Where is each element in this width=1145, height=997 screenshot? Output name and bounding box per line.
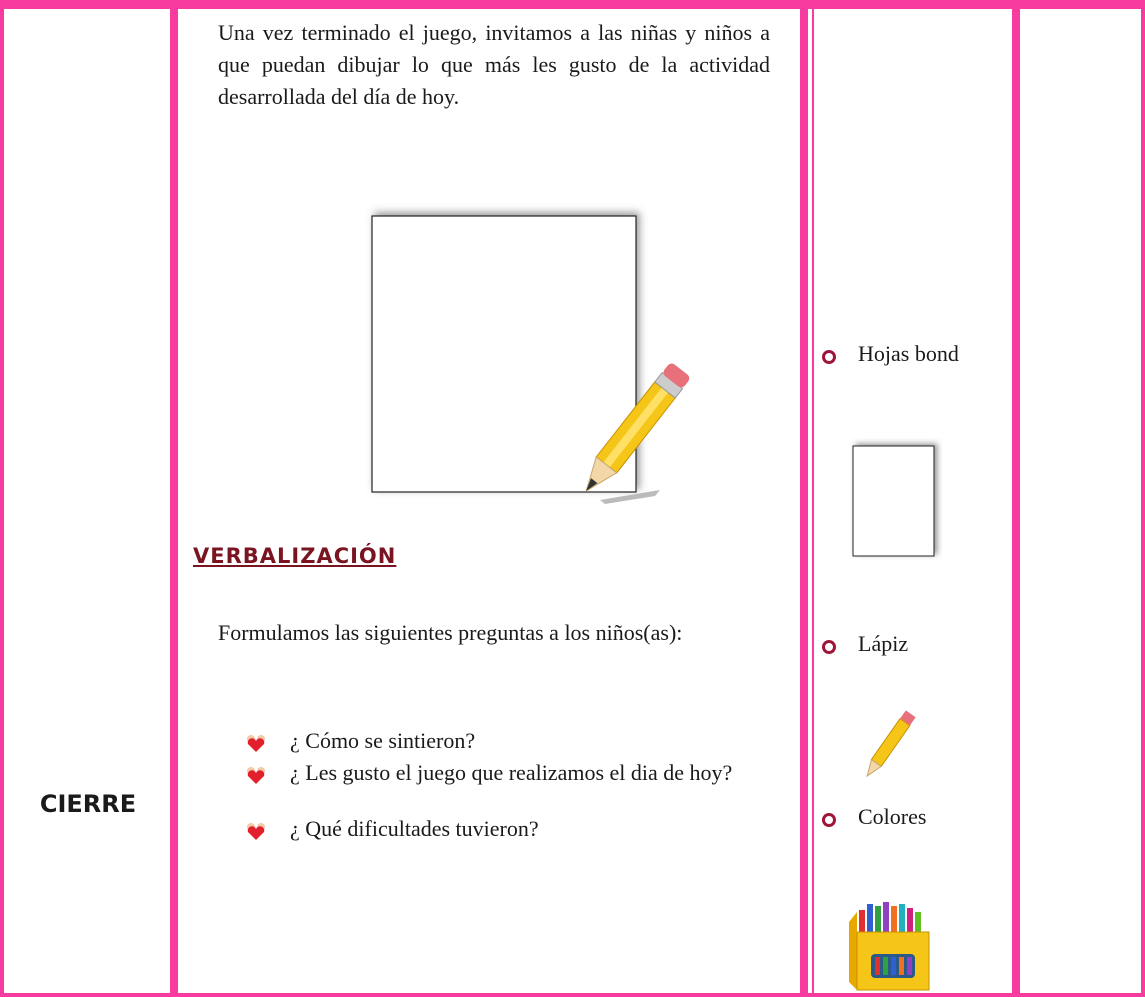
pencil <box>585 363 690 492</box>
border <box>1141 0 1145 997</box>
bullet <box>822 640 836 654</box>
border <box>812 0 814 997</box>
bullet <box>822 813 836 827</box>
paragraph: Una vez terminado el juego, invitamos a … <box>218 20 770 109</box>
drawing-illustration <box>371 215 690 504</box>
bullet-icon <box>247 767 265 784</box>
section-heading: VERBALIZACIÓN <box>193 544 397 568</box>
border <box>0 0 4 997</box>
pencil-illustration <box>866 710 916 778</box>
bullet-icon <box>247 823 265 840</box>
border <box>0 0 1145 9</box>
bullet <box>822 350 836 364</box>
material: Lápiz <box>858 631 909 656</box>
question: ¿ Cómo se sintieron? <box>290 728 476 753</box>
paper <box>371 215 637 493</box>
material: Hojas bond <box>858 341 959 366</box>
border <box>0 993 1145 997</box>
border <box>800 0 808 997</box>
phase-label: CIERRE <box>39 790 137 818</box>
material: Colores <box>858 804 927 829</box>
border <box>1012 0 1020 997</box>
question: ¿ Qué dificultades tuvieron? <box>290 816 539 841</box>
question: ¿ Les gusto el juego que realizamos el d… <box>290 760 733 785</box>
crayon-box <box>849 902 930 991</box>
border <box>170 0 178 997</box>
intro: Formulamos las siguientes preguntas a lo… <box>218 620 683 645</box>
paper-illustration <box>852 445 935 557</box>
bullet-icon <box>247 735 265 752</box>
